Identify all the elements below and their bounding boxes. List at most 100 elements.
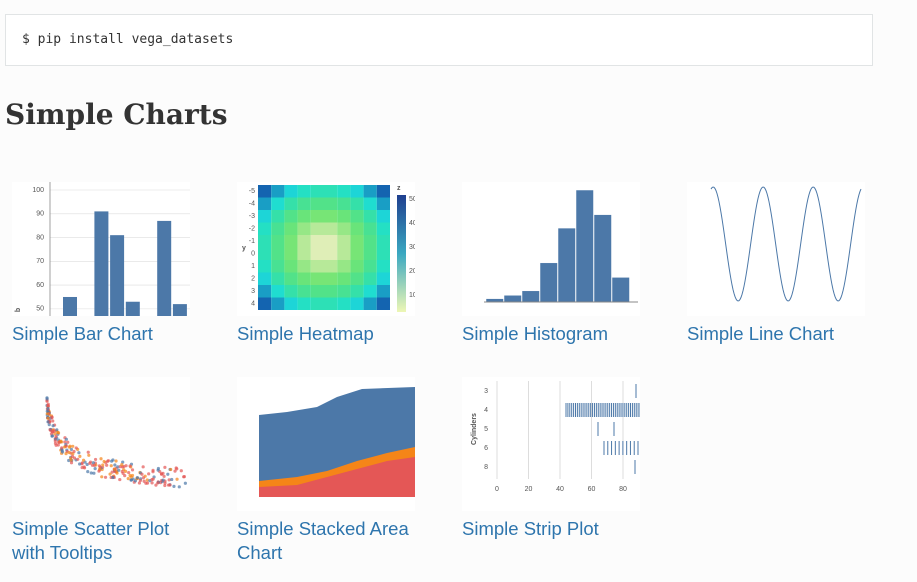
- heat-cell: [258, 185, 272, 198]
- y-tick-label: -4: [249, 200, 255, 207]
- code-block: $ pip install vega_datasets: [5, 14, 873, 66]
- heat-cell: [310, 247, 324, 260]
- scatter-dot: [101, 463, 105, 467]
- scatter-dot: [46, 416, 50, 420]
- heat-cell: [376, 285, 390, 298]
- heat-cell: [337, 260, 351, 273]
- heat-cell: [363, 185, 377, 198]
- heat-cell: [376, 272, 390, 285]
- heat-cell: [271, 235, 285, 248]
- caption-link[interactable]: Simple Histogram: [462, 323, 608, 344]
- caption-link[interactable]: Simple Line Chart: [687, 323, 835, 344]
- scatter-dot: [52, 429, 56, 433]
- heat-cell: [337, 235, 351, 248]
- y-tick-label: -3: [249, 213, 255, 220]
- heat-cell: [337, 247, 351, 260]
- scatter-dot: [82, 465, 86, 469]
- heat-cell: [258, 222, 272, 235]
- scatter-dot: [92, 471, 96, 475]
- heat-cell: [284, 285, 298, 298]
- heat-cell: [350, 285, 364, 298]
- thumbnail[interactable]: [462, 182, 640, 316]
- heat-cell: [350, 297, 364, 310]
- y-tick-label: -1: [249, 238, 255, 245]
- scatter-dot: [120, 463, 124, 467]
- heat-cell: [363, 260, 377, 273]
- hist-bar: [575, 189, 594, 303]
- heat-cell: [337, 297, 351, 310]
- scatter-dot: [110, 459, 114, 463]
- scatter-dot: [128, 464, 132, 468]
- y-tick-label: 4: [484, 407, 488, 414]
- scatter-dot: [141, 476, 145, 480]
- hist-bar: [557, 227, 576, 303]
- caption-link[interactable]: Simple Heatmap: [237, 323, 374, 344]
- caption-link[interactable]: Simple Scatter Plot with Tooltips: [12, 518, 170, 563]
- scatter-dot: [51, 419, 55, 423]
- scatter-dot: [166, 472, 170, 476]
- scatter-dot: [147, 472, 151, 476]
- caption-link[interactable]: Simple Stacked Area Chart: [237, 518, 409, 563]
- heat-cell: [376, 222, 390, 235]
- y-axis-label: Cylinders: [471, 413, 478, 445]
- heat-cell: [350, 247, 364, 260]
- heat-cell: [258, 210, 272, 223]
- heat-cell: [324, 272, 338, 285]
- scatter-dot: [156, 481, 160, 485]
- heat-cell: [258, 297, 272, 310]
- scatter-dot: [102, 459, 106, 464]
- scatter-dot: [64, 452, 68, 456]
- y-tick-label: 3: [484, 388, 488, 395]
- heat-cell: [284, 185, 298, 198]
- scatter-dot: [78, 462, 82, 466]
- scatter-dot: [108, 472, 112, 476]
- scatter-dot: [161, 471, 165, 475]
- scatter-dot: [175, 467, 179, 471]
- heat-cell: [258, 235, 272, 248]
- scatter-dot: [85, 462, 89, 467]
- scatter-dot: [69, 458, 73, 462]
- scatter-dot: [46, 402, 50, 406]
- scatter-dot: [86, 450, 90, 454]
- thumbnail[interactable]: 0 20 40 60 80 3 4 5 6 8 Cylinders: [462, 377, 640, 511]
- scatter-dot: [118, 477, 122, 482]
- scatter-dot: [86, 470, 90, 474]
- bar: [63, 296, 77, 316]
- thumbnail[interactable]: [12, 377, 190, 511]
- scatter-dot: [71, 444, 75, 448]
- thumbnail[interactable]: -5 -4 -3 -2 -1 0 1 2 3 4 y z 50 40 30 20 10: [237, 182, 415, 316]
- heat-cell: [284, 197, 298, 210]
- thumbnail[interactable]: [687, 182, 865, 316]
- scatter-dot: [67, 450, 71, 455]
- caption-link[interactable]: Simple Strip Plot: [462, 518, 599, 539]
- thumbnail[interactable]: 100 90 80 70 60 50 b: [12, 182, 190, 316]
- heat-cell: [350, 272, 364, 285]
- heat-cell: [310, 272, 324, 285]
- heat-cell: [324, 260, 338, 273]
- scatter-dot: [64, 444, 68, 448]
- caption-link[interactable]: Simple Bar Chart: [12, 323, 153, 344]
- scatter-dot: [150, 481, 154, 485]
- heat-cell: [363, 297, 377, 310]
- scatter-dot: [81, 458, 86, 462]
- scatter-dot: [177, 485, 181, 489]
- heat-cell: [284, 210, 298, 223]
- scatter-dot: [53, 439, 57, 443]
- scatter-dot: [170, 477, 174, 482]
- scatter-dot: [88, 461, 92, 465]
- scatter-dot: [63, 440, 67, 444]
- scatter-dot: [67, 458, 71, 463]
- scatter-dot: [74, 446, 78, 450]
- scatter-dot: [46, 420, 50, 424]
- heat-cell: [258, 272, 272, 285]
- scatter-dot: [59, 440, 64, 444]
- heat-cell: [271, 210, 285, 223]
- scatter-dot: [60, 446, 64, 450]
- heat-cell: [337, 285, 351, 298]
- bar: [110, 235, 125, 316]
- thumbnail[interactable]: [237, 377, 415, 511]
- legend-label: 50: [409, 196, 415, 203]
- y-tick-label: 60: [36, 282, 44, 289]
- heat-cell: [376, 185, 390, 198]
